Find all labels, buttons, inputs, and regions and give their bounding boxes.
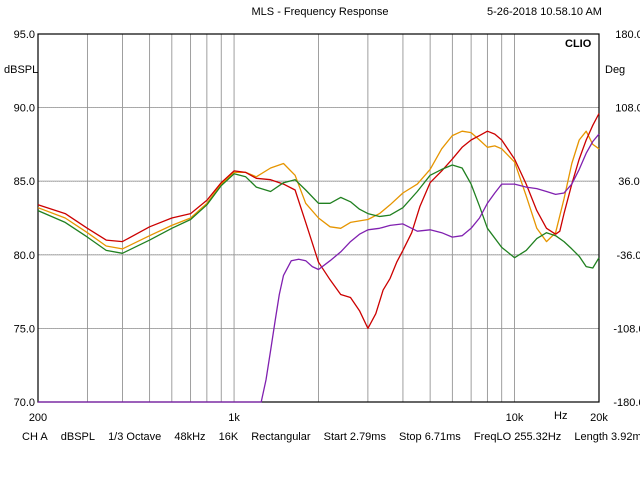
series-line-4 (38, 133, 600, 403)
series-line-2 (37, 113, 600, 330)
series-line-3 (37, 164, 600, 269)
y2-tick-label: 36.0 (618, 176, 639, 188)
y-tick-label: 75.0 (14, 323, 35, 335)
x-axis-unit: Hz (554, 410, 568, 422)
y-tick-label: 95.0 (14, 29, 35, 41)
y2-tick-label: -36.0 (616, 250, 640, 262)
unit-label: dBSPL (60, 431, 95, 443)
brand-label: CLIO (565, 38, 592, 50)
y-tick-label: 85.0 (14, 176, 35, 188)
measurement-settings: CH A dBSPL 1/3 Octave 48kHz 16K Rectangu… (22, 431, 640, 443)
window-label: Rectangular (251, 431, 311, 443)
y-tick-label: 70.0 (14, 397, 35, 409)
freqlo-label: FreqLO 255.32Hz (473, 431, 562, 443)
rate-label: 48kHz (174, 431, 206, 443)
y-tick-label: 80.0 (14, 250, 35, 262)
stop-label: Stop 6.71ms (399, 431, 461, 443)
channel-label: CH A (22, 431, 48, 443)
y2-tick-label: 180.0 (615, 29, 640, 41)
x-tick-label: 200 (29, 412, 47, 424)
plot-frame (37, 33, 600, 403)
size-label: 16K (218, 431, 239, 443)
y-tick-label: 90.0 (14, 103, 35, 115)
left-axis-unit: dBSPL (4, 64, 39, 76)
x-tick-label: 1k (228, 412, 240, 424)
y2-tick-label: -180.0 (613, 397, 640, 409)
chart-title: MLS - Frequency Response (251, 6, 389, 18)
timestamp: 5-26-2018 10.58.10 AM (487, 6, 602, 18)
x-tick-label: 10k (506, 412, 524, 424)
x-tick-label: 20k (590, 412, 608, 424)
y2-tick-label: 108.0 (615, 103, 640, 115)
y2-tick-label: -108.0 (613, 323, 640, 335)
start-label: Start 2.79ms (323, 431, 386, 443)
length-label: Length 3.92ms (574, 431, 640, 443)
smoothing-label: 1/3 Octave (108, 431, 162, 443)
right-axis-unit: Deg (605, 64, 626, 76)
series-line-1 (37, 130, 600, 250)
